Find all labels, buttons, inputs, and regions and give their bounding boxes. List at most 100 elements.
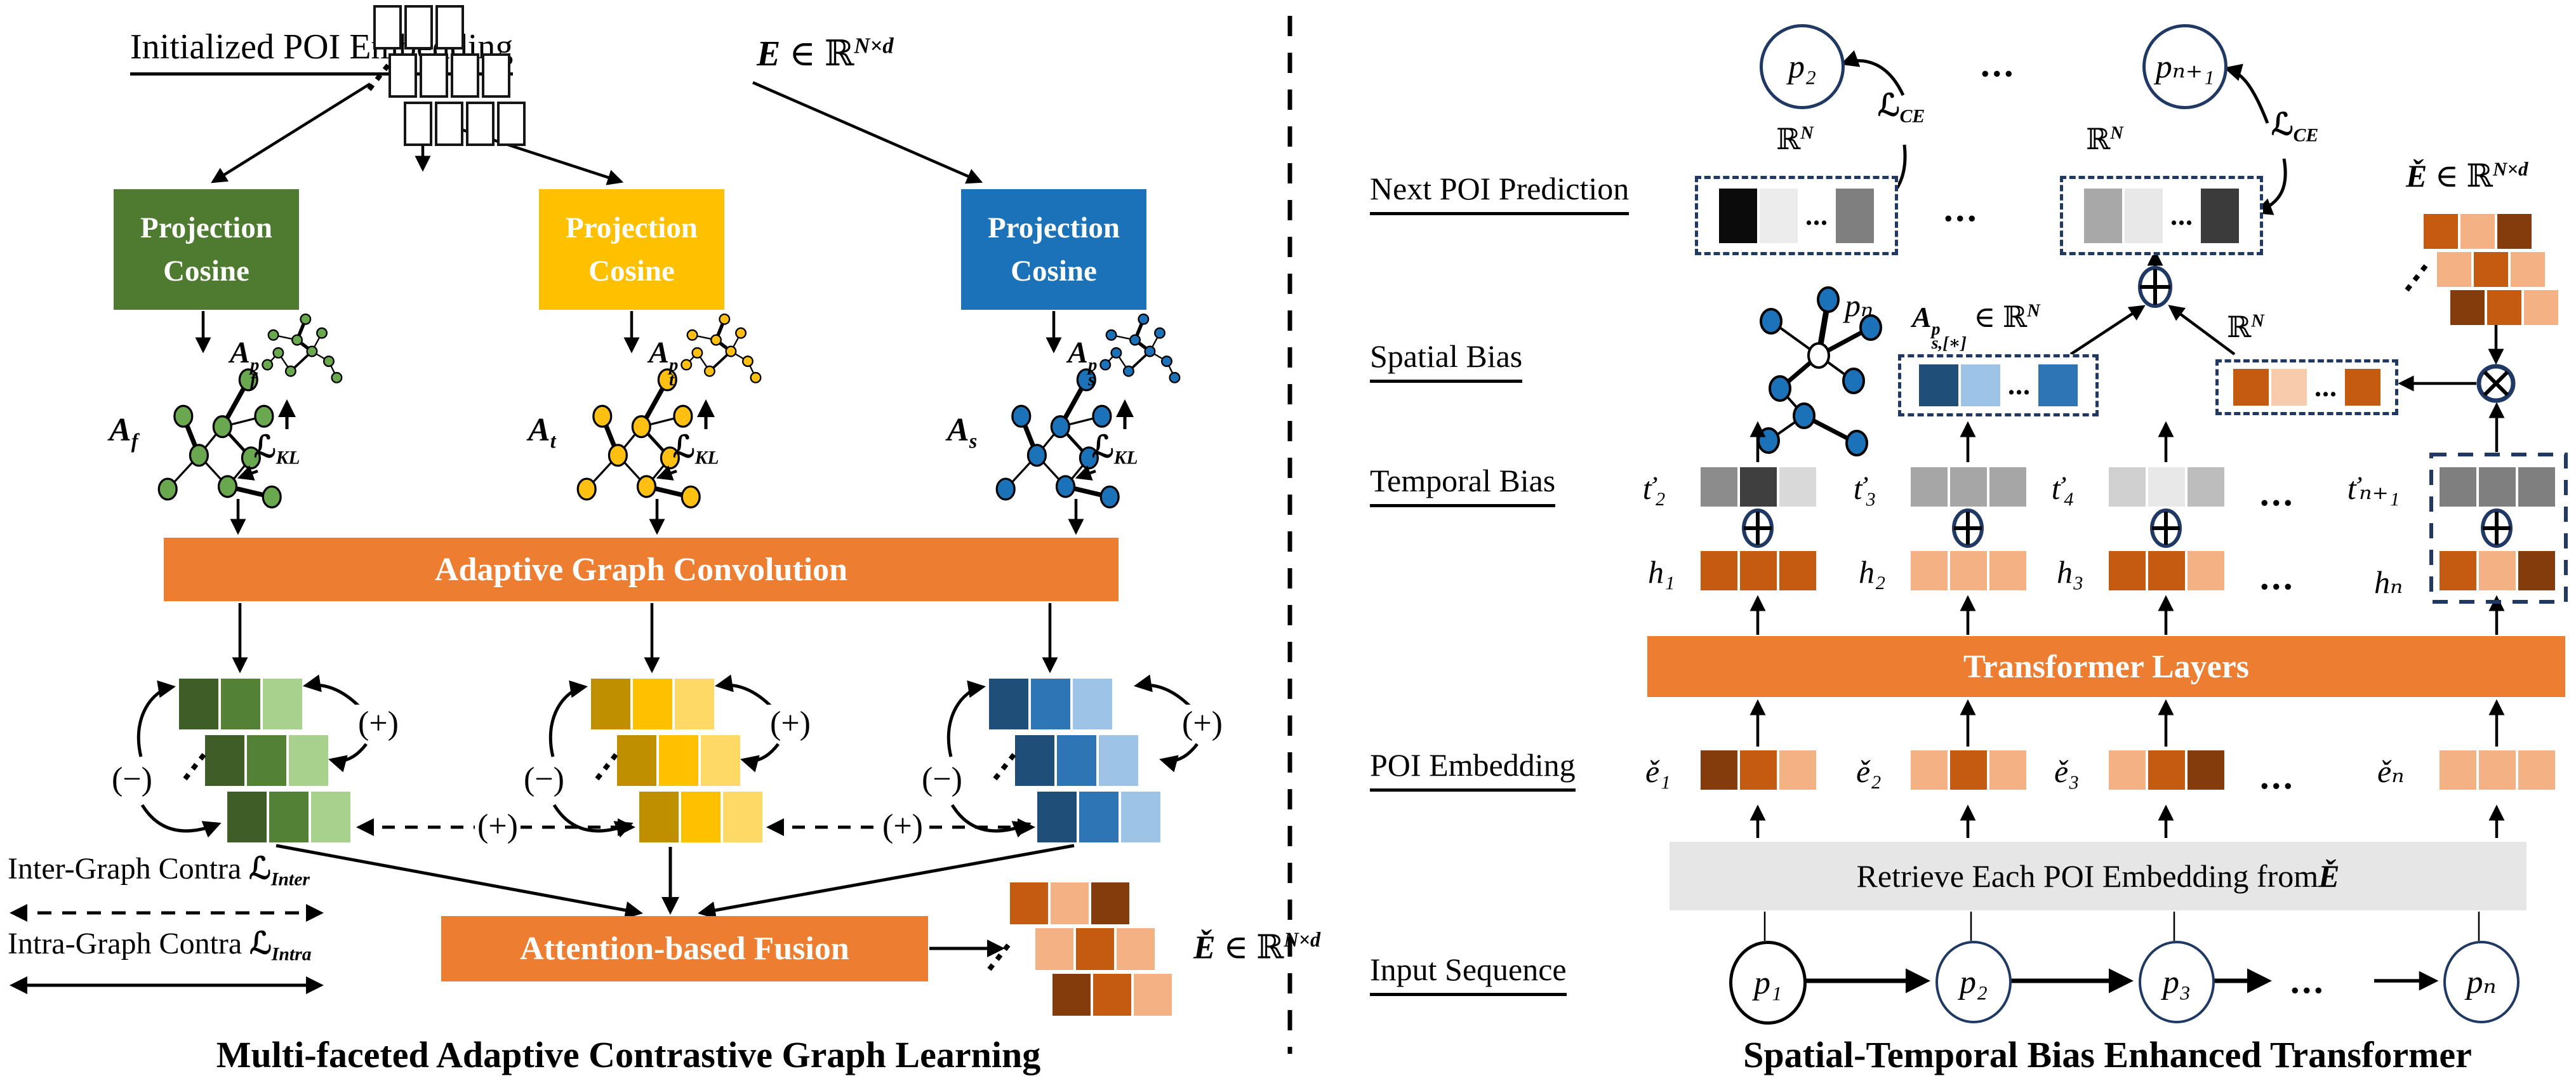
rn-label: ℝN bbox=[1776, 123, 1814, 156]
temporal-vector-cells bbox=[2440, 467, 2555, 507]
vector-cell bbox=[1057, 735, 1096, 786]
vector-cell bbox=[1911, 750, 1948, 790]
stack-row bbox=[388, 53, 526, 98]
temporal-ellipsis: ... bbox=[2260, 472, 2295, 514]
vector-cell bbox=[639, 792, 679, 842]
vector-cell bbox=[1919, 364, 1958, 406]
legend-inter-label: Inter-Graph Contra ℒInter bbox=[8, 852, 310, 890]
ce-loss-label: ℒCE bbox=[2271, 108, 2319, 146]
temporal-vector-label: ť₃ bbox=[1854, 470, 1876, 506]
vector-cell bbox=[1779, 551, 1816, 590]
query-poi-label: pₙ bbox=[1845, 288, 1874, 323]
vector-cell bbox=[2201, 188, 2239, 243]
adj-matrix-label: Af bbox=[109, 412, 138, 453]
hidden-state-label: h₁ bbox=[1648, 554, 1675, 590]
grid-row bbox=[1010, 882, 1172, 924]
vector-cell bbox=[2188, 467, 2224, 507]
input-poi-circle: p₂ bbox=[1935, 941, 2012, 1023]
vector-cell bbox=[1010, 882, 1048, 924]
vector-cell bbox=[1911, 467, 1948, 507]
vector-cell bbox=[247, 735, 286, 786]
vector-cell bbox=[1093, 974, 1131, 1016]
input-ellipsis: ... bbox=[2290, 960, 2326, 1001]
vector-cell bbox=[1779, 750, 1816, 790]
prediction-vector-box: ... bbox=[2060, 176, 2263, 255]
pred-box-ellipsis: ... bbox=[1944, 188, 1979, 229]
vector-cell bbox=[675, 679, 714, 729]
section-input-sequence: Input Sequence bbox=[1370, 951, 1567, 996]
fused-embedding-formula: Ě ∈ ℝN×d bbox=[1193, 928, 1321, 966]
vector-cell bbox=[2524, 290, 2558, 325]
hidden-state-label: hₙ bbox=[2374, 564, 2403, 600]
vector-cell bbox=[435, 5, 464, 50]
vector-cell bbox=[2188, 551, 2224, 590]
projection-box-transition: Projection Cosine bbox=[539, 189, 724, 310]
spatial-bias-arrows bbox=[2069, 249, 2236, 356]
vector-cell bbox=[2518, 750, 2555, 790]
hidden-state-cells bbox=[1701, 551, 1816, 590]
negative-sign: (−) bbox=[521, 761, 567, 798]
grid-row bbox=[179, 679, 350, 729]
vector-cell bbox=[1961, 364, 2000, 406]
temporal-vector-label: ť₄ bbox=[2052, 470, 2075, 506]
right-caption: Spatial-Temporal Bias Enhanced Transform… bbox=[1743, 1034, 2472, 1075]
temporal-vector-cells bbox=[1911, 467, 2026, 507]
vector-cell bbox=[2460, 214, 2495, 249]
vector-cell bbox=[1035, 928, 1073, 970]
prediction-vector-box: ... bbox=[1695, 176, 1898, 255]
vector-cell bbox=[2148, 467, 2185, 507]
section-next-poi-prediction: Next POI Prediction bbox=[1370, 170, 1630, 215]
positive-sign: (+) bbox=[767, 705, 813, 742]
vector-cell bbox=[497, 102, 526, 146]
section-spatial-bias: Spatial Bias bbox=[1370, 338, 1523, 383]
poi-emb-label: ě₁ bbox=[1645, 754, 1671, 789]
vector-cell bbox=[2109, 467, 2146, 507]
vector-cell bbox=[1091, 882, 1129, 924]
transformer-io-arrows bbox=[1749, 595, 2505, 838]
vector-cell bbox=[2518, 551, 2555, 590]
poi-emb-label: ěₙ bbox=[2377, 754, 2405, 789]
vector-cell bbox=[1740, 551, 1777, 590]
vector-cell bbox=[1950, 467, 1987, 507]
poi-emb-cells bbox=[1911, 750, 2026, 790]
vector-cell bbox=[2109, 551, 2146, 590]
hidden-state-cells bbox=[2440, 551, 2555, 590]
vector-cell bbox=[1989, 551, 2026, 590]
vector-cell bbox=[1121, 792, 1160, 842]
input-poi-circle: pₙ bbox=[2443, 941, 2520, 1023]
query-poi-node bbox=[1807, 342, 1830, 369]
grid-row bbox=[2450, 290, 2558, 325]
vector-cell bbox=[1740, 750, 1777, 790]
grid-row bbox=[205, 735, 350, 786]
vector-cell bbox=[2440, 750, 2476, 790]
vector-cell bbox=[2487, 290, 2521, 325]
e-matrix-formula: E ∈ ℝN×d bbox=[757, 33, 894, 74]
oplus-icon bbox=[2138, 266, 2172, 308]
fused-embedding-grid bbox=[1010, 882, 1172, 1016]
predicted-poi-circle: p₂ bbox=[1760, 24, 1845, 109]
positive-sign: (+) bbox=[355, 705, 401, 742]
cell-ellipsis: ... bbox=[2008, 369, 2031, 401]
input-poi-circle: p₁ bbox=[1729, 941, 1807, 1025]
hidden-state-cells bbox=[2109, 551, 2224, 590]
vector-cell bbox=[2440, 467, 2476, 507]
vector-cell bbox=[2497, 214, 2532, 249]
hidden-ellipsis: ... bbox=[2260, 556, 2295, 597]
fused-embedding-formula: Ě ∈ ℝN×d bbox=[2406, 157, 2528, 194]
grid-row bbox=[227, 792, 350, 842]
contrastive-grid-spatial bbox=[989, 679, 1160, 842]
vector-cell bbox=[1073, 679, 1112, 729]
poi-emb-cells bbox=[1701, 750, 1816, 790]
oplus-temporal-icons bbox=[1742, 508, 2513, 548]
vector-cell bbox=[1052, 974, 1091, 1016]
legend-intra-label: Intra-Graph Contra ℒIntra bbox=[8, 927, 312, 965]
vector-cell bbox=[451, 53, 479, 98]
vector-cell bbox=[1911, 551, 1948, 590]
vector-cell bbox=[1950, 750, 1987, 790]
vector-cell bbox=[2437, 252, 2471, 287]
poi-emb-cells bbox=[2109, 750, 2224, 790]
vector-cell bbox=[1779, 467, 1816, 507]
spatial-bias-vector-box: ... bbox=[1898, 354, 2099, 416]
